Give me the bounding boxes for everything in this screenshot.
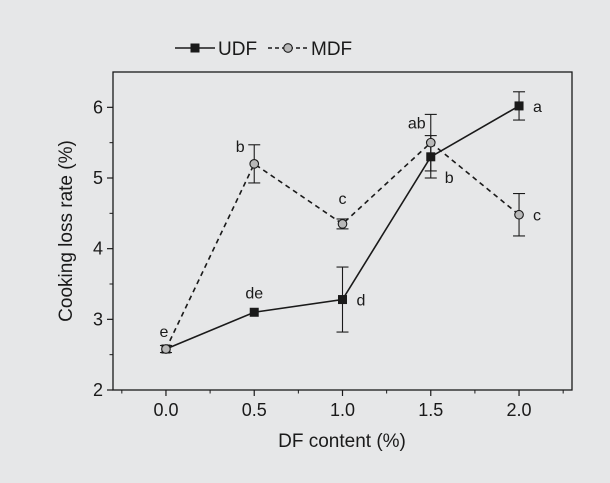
series-layer: de d b a e b c ab c	[160, 91, 542, 354]
x-tick-label: 0.0	[153, 400, 178, 420]
series-mdf: e b c ab c	[160, 113, 541, 354]
x-tick-label: 1.0	[330, 400, 355, 420]
data-point-udf	[514, 101, 524, 111]
legend-marker-udf	[190, 43, 200, 53]
x-tick-label: 0.5	[242, 400, 267, 420]
series-udf: de d b a	[161, 91, 542, 354]
axis-ticks: 0.0 0.5 1.0 1.5 2.0 2 3 4 5 6	[93, 97, 564, 420]
data-point-udf	[338, 295, 347, 305]
point-label: e	[160, 324, 169, 341]
data-point-udf	[249, 307, 259, 317]
point-label: d	[357, 293, 366, 310]
data-point-mdf	[161, 344, 171, 354]
x-tick-label: 1.5	[418, 400, 443, 420]
point-label: b	[236, 139, 245, 156]
point-label: de	[245, 285, 263, 302]
x-tick-label: 2.0	[507, 400, 532, 420]
x-axis-title: DF content (%)	[278, 431, 406, 452]
point-label: c	[339, 191, 347, 208]
data-point-mdf	[337, 219, 348, 229]
y-tick-label: 3	[93, 309, 103, 329]
y-tick-label: 6	[93, 97, 103, 117]
legend-label-udf: UDF	[218, 39, 257, 60]
y-tick-label: 4	[93, 239, 103, 259]
point-label: c	[533, 208, 541, 225]
series-line-mdf	[165, 141, 520, 350]
y-tick-label: 2	[93, 380, 103, 400]
legend: UDF MDF	[175, 39, 352, 60]
legend-marker-mdf	[283, 43, 293, 53]
y-tick-label: 5	[93, 168, 103, 188]
point-label: a	[533, 99, 542, 116]
data-point-mdf	[425, 137, 436, 148]
point-label: ab	[408, 116, 426, 133]
data-point-mdf	[249, 159, 260, 169]
data-point-mdf	[514, 209, 524, 220]
y-axis-title: Cooking loss rate (%)	[56, 140, 77, 322]
legend-label-mdf: MDF	[311, 39, 352, 60]
point-label: b	[445, 170, 454, 187]
